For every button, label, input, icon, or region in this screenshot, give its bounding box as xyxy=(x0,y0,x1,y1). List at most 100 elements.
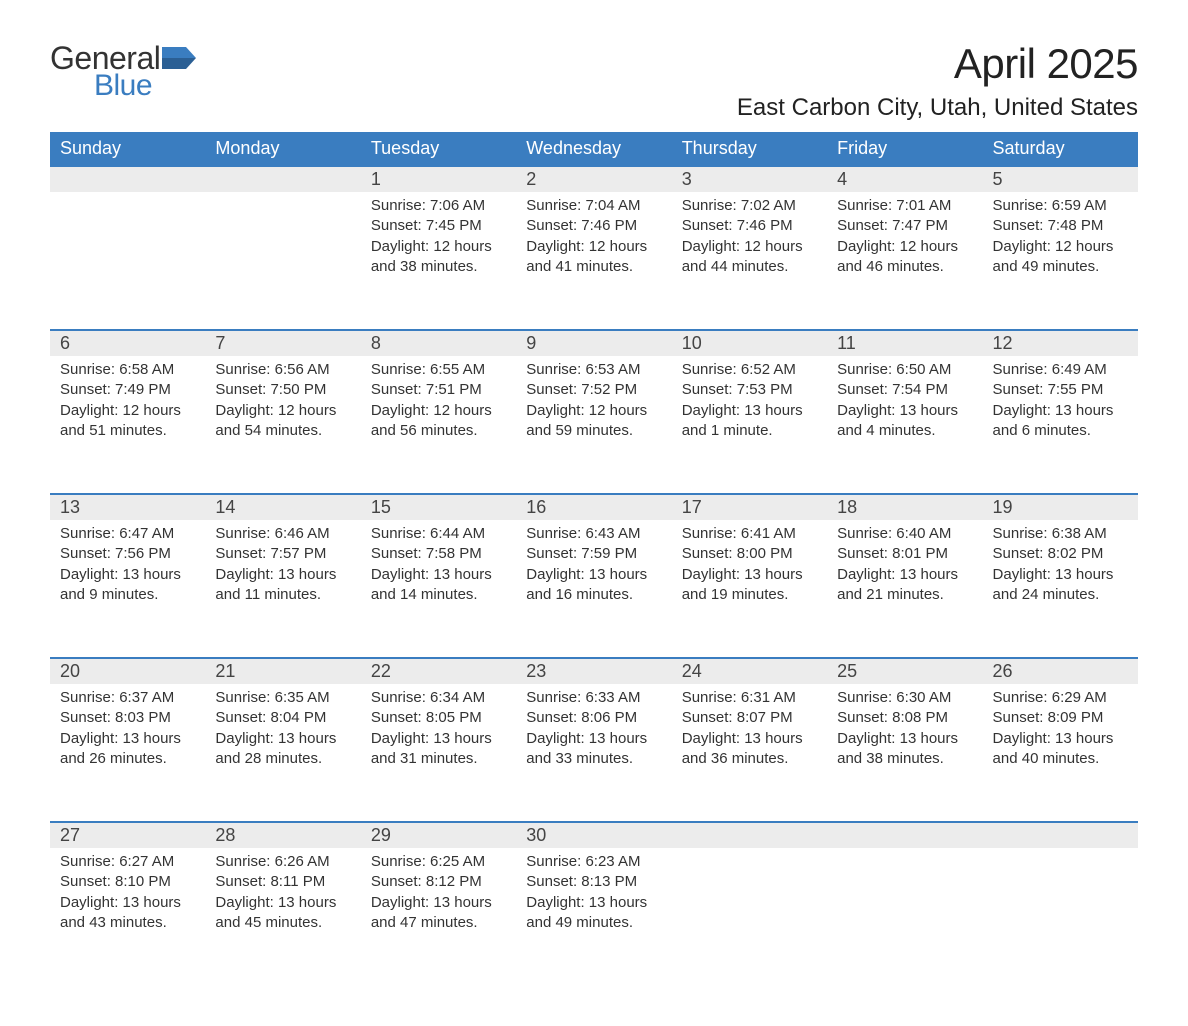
sunset-line: Sunset: 7:59 PM xyxy=(526,544,661,564)
daylight-line: Daylight: 12 hours and 38 minutes. xyxy=(371,237,506,278)
day-details: Sunrise: 7:04 AMSunset: 7:46 PMDaylight:… xyxy=(516,192,671,287)
sunrise-line: Sunrise: 6:38 AM xyxy=(993,524,1128,544)
day-number: 16 xyxy=(516,495,671,520)
sunset-line: Sunset: 7:48 PM xyxy=(993,216,1128,236)
sunset-line: Sunset: 7:57 PM xyxy=(215,544,350,564)
sunrise-line: Sunrise: 6:49 AM xyxy=(993,360,1128,380)
day-number: 24 xyxy=(672,659,827,684)
sunrise-line: Sunrise: 6:35 AM xyxy=(215,688,350,708)
daylight-line: Daylight: 13 hours and 19 minutes. xyxy=(682,565,817,606)
location: East Carbon City, Utah, United States xyxy=(737,94,1138,122)
sunset-line: Sunset: 7:46 PM xyxy=(682,216,817,236)
sunrise-line: Sunrise: 6:59 AM xyxy=(993,196,1128,216)
flag-icon xyxy=(162,40,196,77)
daylight-line: Daylight: 13 hours and 36 minutes. xyxy=(682,729,817,770)
day-details: Sunrise: 6:59 AMSunset: 7:48 PMDaylight:… xyxy=(983,192,1138,287)
day-number: 1 xyxy=(361,167,516,192)
daylight-line: Daylight: 12 hours and 59 minutes. xyxy=(526,401,661,442)
day-details: Sunrise: 6:33 AMSunset: 8:06 PMDaylight:… xyxy=(516,684,671,779)
daylight-line: Daylight: 13 hours and 1 minute. xyxy=(682,401,817,442)
day-details: Sunrise: 6:44 AMSunset: 7:58 PMDaylight:… xyxy=(361,520,516,615)
daylight-line: Daylight: 12 hours and 44 minutes. xyxy=(682,237,817,278)
day-details: Sunrise: 6:38 AMSunset: 8:02 PMDaylight:… xyxy=(983,520,1138,615)
sunset-line: Sunset: 8:08 PM xyxy=(837,708,972,728)
week-daynum-row: 27282930 xyxy=(50,822,1138,848)
daylight-line: Daylight: 13 hours and 24 minutes. xyxy=(993,565,1128,606)
sunset-line: Sunset: 8:05 PM xyxy=(371,708,506,728)
sunrise-line: Sunrise: 6:52 AM xyxy=(682,360,817,380)
day-cell: Sunrise: 6:40 AMSunset: 8:01 PMDaylight:… xyxy=(827,520,982,658)
day-cell: Sunrise: 7:02 AMSunset: 7:46 PMDaylight:… xyxy=(672,192,827,330)
day-number: 2 xyxy=(516,167,671,192)
day-number: 22 xyxy=(361,659,516,684)
day-number: 15 xyxy=(361,495,516,520)
day-number: 21 xyxy=(205,659,360,684)
daylight-line: Daylight: 13 hours and 11 minutes. xyxy=(215,565,350,606)
day-cell xyxy=(983,848,1138,986)
weekday-header: Friday xyxy=(827,132,982,166)
sunrise-line: Sunrise: 6:50 AM xyxy=(837,360,972,380)
daylight-line: Daylight: 13 hours and 45 minutes. xyxy=(215,893,350,934)
sunrise-line: Sunrise: 6:29 AM xyxy=(993,688,1128,708)
day-details: Sunrise: 6:37 AMSunset: 8:03 PMDaylight:… xyxy=(50,684,205,779)
sunrise-line: Sunrise: 6:26 AM xyxy=(215,852,350,872)
day-details: Sunrise: 6:47 AMSunset: 7:56 PMDaylight:… xyxy=(50,520,205,615)
day-details: Sunrise: 6:58 AMSunset: 7:49 PMDaylight:… xyxy=(50,356,205,451)
sunrise-line: Sunrise: 6:40 AM xyxy=(837,524,972,544)
sunset-line: Sunset: 8:12 PM xyxy=(371,872,506,892)
day-details: Sunrise: 6:41 AMSunset: 8:00 PMDaylight:… xyxy=(672,520,827,615)
sunset-line: Sunset: 7:51 PM xyxy=(371,380,506,400)
weekday-header: Sunday xyxy=(50,132,205,166)
day-cell: Sunrise: 6:56 AMSunset: 7:50 PMDaylight:… xyxy=(205,356,360,494)
sunrise-line: Sunrise: 6:44 AM xyxy=(371,524,506,544)
sunrise-line: Sunrise: 6:58 AM xyxy=(60,360,195,380)
sunset-line: Sunset: 8:03 PM xyxy=(60,708,195,728)
sunset-line: Sunset: 8:02 PM xyxy=(993,544,1128,564)
day-details: Sunrise: 6:27 AMSunset: 8:10 PMDaylight:… xyxy=(50,848,205,943)
week-body-row: Sunrise: 6:58 AMSunset: 7:49 PM Daylight:… xyxy=(50,356,1138,494)
week-body-row: Sunrise: 6:27 AMSunset: 8:10 PMDaylight:… xyxy=(50,848,1138,986)
daylight-line: Daylight: 13 hours and 28 minutes. xyxy=(215,729,350,770)
daylight-line: Daylight: 13 hours and 4 minutes. xyxy=(837,401,972,442)
weekday-header: Saturday xyxy=(983,132,1138,166)
day-number: 11 xyxy=(827,331,982,356)
day-cell: Sunrise: 6:47 AMSunset: 7:56 PMDaylight:… xyxy=(50,520,205,658)
day-number: 9 xyxy=(516,331,671,356)
day-details: Sunrise: 7:06 AMSunset: 7:45 PMDaylight:… xyxy=(361,192,516,287)
day-number xyxy=(50,167,205,171)
day-details: Sunrise: 6:30 AMSunset: 8:08 PMDaylight:… xyxy=(827,684,982,779)
sunrise-line: Sunrise: 7:02 AM xyxy=(682,196,817,216)
weekday-header-row: SundayMondayTuesdayWednesdayThursdayFrid… xyxy=(50,132,1138,166)
day-cell: Sunrise: 6:46 AMSunset: 7:57 PMDaylight:… xyxy=(205,520,360,658)
sunset-line: Sunset: 7:54 PM xyxy=(837,380,972,400)
day-details: Sunrise: 7:01 AMSunset: 7:47 PMDaylight:… xyxy=(827,192,982,287)
day-cell: Sunrise: 6:59 AMSunset: 7:48 PMDaylight:… xyxy=(983,192,1138,330)
sunrise-line: Sunrise: 7:04 AM xyxy=(526,196,661,216)
sunrise-line: Sunrise: 6:41 AM xyxy=(682,524,817,544)
sunrise-line: Sunrise: 7:01 AM xyxy=(837,196,972,216)
week-daynum-row: 13141516171819 xyxy=(50,494,1138,520)
daylight-line: Daylight: 13 hours and 6 minutes. xyxy=(993,401,1128,442)
day-number: 26 xyxy=(983,659,1138,684)
sunset-line: Sunset: 7:49 PM xyxy=(60,380,195,400)
sunset-line: Sunset: 8:07 PM xyxy=(682,708,817,728)
sunset-line: Sunset: 7:56 PM xyxy=(60,544,195,564)
day-cell: Sunrise: 6:50 AMSunset: 7:54 PMDaylight:… xyxy=(827,356,982,494)
day-number: 7 xyxy=(205,331,360,356)
sunset-line: Sunset: 7:45 PM xyxy=(371,216,506,236)
calendar-table: SundayMondayTuesdayWednesdayThursdayFrid… xyxy=(50,132,1138,986)
day-number: 27 xyxy=(50,823,205,848)
daylight-line: Daylight: 12 hours and 46 minutes. xyxy=(837,237,972,278)
daylight-line: Daylight: 13 hours and 31 minutes. xyxy=(371,729,506,770)
day-number xyxy=(205,167,360,171)
day-details: Sunrise: 6:53 AMSunset: 7:52 PMDaylight:… xyxy=(516,356,671,451)
sunset-line: Sunset: 8:06 PM xyxy=(526,708,661,728)
day-details: Sunrise: 6:55 AMSunset: 7:51 PMDaylight:… xyxy=(361,356,516,451)
sunrise-line: Sunrise: 6:34 AM xyxy=(371,688,506,708)
day-cell xyxy=(827,848,982,986)
sunrise-line: Sunrise: 6:37 AM xyxy=(60,688,195,708)
day-cell: Sunrise: 6:55 AMSunset: 7:51 PMDaylight:… xyxy=(361,356,516,494)
day-details: Sunrise: 6:50 AMSunset: 7:54 PMDaylight:… xyxy=(827,356,982,451)
day-number: 6 xyxy=(50,331,205,356)
day-cell: Sunrise: 6:41 AMSunset: 8:00 PMDaylight:… xyxy=(672,520,827,658)
